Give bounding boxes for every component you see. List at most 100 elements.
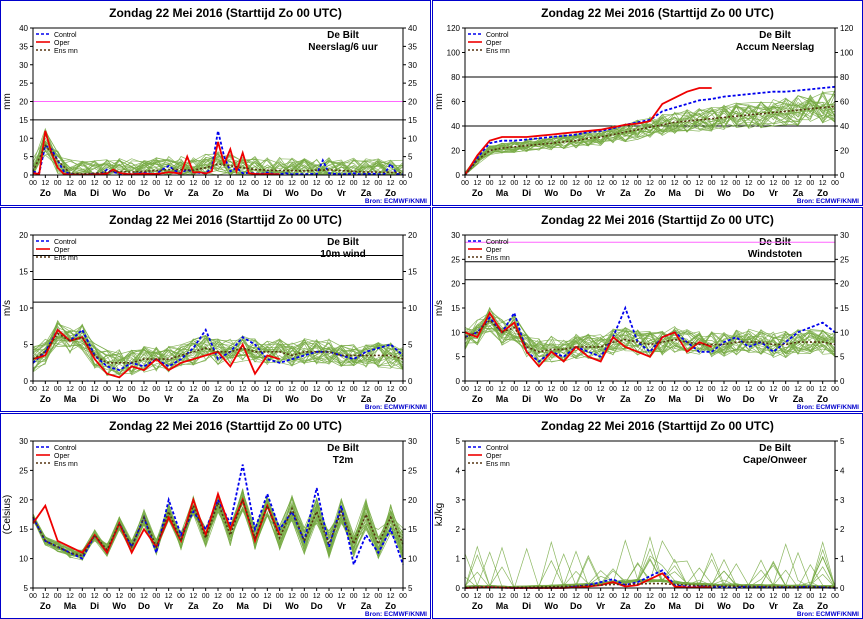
x-tick-label: 00 [276, 593, 284, 600]
y-tick-label: 30 [408, 61, 417, 70]
series-oper [464, 311, 713, 368]
variable-label: Accum Neerslag [736, 42, 814, 53]
ensemble-member-line [464, 320, 836, 365]
x-tick-label: 12 [769, 386, 777, 393]
day-label: Wo [285, 601, 299, 611]
day-label: Di [263, 188, 272, 198]
x-tick-label: 00 [78, 386, 86, 393]
legend-entry: Control [486, 239, 509, 246]
x-tick-label: 12 [115, 180, 123, 187]
x-tick-label: 12 [66, 386, 74, 393]
legend-entry: Oper [54, 247, 70, 254]
x-tick-label: 00 [535, 386, 543, 393]
day-label: Za [188, 188, 199, 198]
day-label: Ma [236, 601, 249, 611]
day-label: Di [90, 394, 99, 404]
day-label: Wo [112, 601, 126, 611]
day-label: Vr [596, 188, 606, 198]
y-tick-label: 15 [408, 525, 417, 534]
ensemble-member-line [464, 96, 836, 176]
x-tick-label: 00 [708, 386, 716, 393]
x-tick-label: 12 [695, 593, 703, 600]
x-tick-label: 12 [745, 180, 753, 187]
day-label: Vr [337, 188, 347, 198]
x-tick-label: 00 [757, 386, 765, 393]
day-label: Do [311, 601, 323, 611]
chart-panel-5: Zondag 22 Mei 2016 (Starttijd Zo 00 UTC)… [0, 413, 431, 619]
day-label: Zo [40, 188, 51, 198]
x-tick-label: 12 [66, 180, 74, 187]
x-tick-label: 12 [337, 386, 345, 393]
day-label: Za [793, 601, 804, 611]
x-tick-label: 12 [362, 386, 370, 393]
y-tick-label: 0 [840, 584, 845, 593]
x-tick-label: 00 [732, 593, 740, 600]
y-tick-label: 20 [408, 496, 417, 505]
day-label: Ma [496, 394, 509, 404]
day-label: Do [743, 188, 755, 198]
x-tick-label: 12 [239, 180, 247, 187]
x-tick-label: 00 [782, 386, 790, 393]
x-tick-label: 12 [387, 386, 395, 393]
x-tick-label: 00 [806, 593, 814, 600]
day-label: Di [522, 188, 531, 198]
y-tick-label: 40 [451, 122, 460, 131]
x-tick-label: 00 [251, 593, 259, 600]
x-tick-label: 12 [473, 593, 481, 600]
x-tick-label: 12 [263, 593, 271, 600]
y-tick-label: 20 [408, 231, 417, 240]
x-tick-label: 00 [732, 180, 740, 187]
y-tick-label: 15 [451, 304, 460, 313]
chart-panel-1: Zondag 22 Mei 2016 (Starttijd Zo 00 UTC)… [0, 0, 431, 206]
variable-label: T2m [333, 455, 354, 466]
x-tick-label: 12 [769, 593, 777, 600]
y-tick-label: 30 [451, 231, 460, 240]
y-tick-label: 1 [456, 555, 461, 564]
x-tick-label: 12 [523, 386, 531, 393]
x-tick-label: 12 [695, 386, 703, 393]
location-label: De Bilt [327, 30, 359, 41]
y-tick-label: 10 [840, 328, 849, 337]
x-tick-label: 12 [165, 386, 173, 393]
y-tick-label: 20 [840, 280, 849, 289]
x-tick-label: 12 [745, 386, 753, 393]
series-control [32, 464, 404, 568]
x-tick-label: 00 [226, 386, 234, 393]
x-tick-label: 12 [189, 386, 197, 393]
y-tick-label: 40 [408, 24, 417, 33]
x-tick-label: 00 [757, 593, 765, 600]
x-tick-label: 00 [29, 180, 37, 187]
day-label: Zo [472, 394, 483, 404]
x-tick-label: 00 [609, 593, 617, 600]
x-tick-label: 00 [128, 386, 136, 393]
x-tick-label: 00 [251, 386, 259, 393]
day-label: Ma [64, 601, 77, 611]
x-tick-label: 00 [584, 593, 592, 600]
day-label: Do [570, 394, 582, 404]
day-label: Di [695, 601, 704, 611]
x-tick-label: 00 [658, 593, 666, 600]
source-label: Bron: ECMWF/KNMI [797, 611, 859, 618]
x-tick-label: 12 [547, 180, 555, 187]
day-label: Za [361, 188, 372, 198]
x-tick-label: 12 [473, 180, 481, 187]
day-label: Zo [385, 601, 396, 611]
x-tick-label: 00 [609, 180, 617, 187]
location-label: De Bilt [759, 443, 791, 454]
legend-entry: Ens mn [486, 255, 510, 262]
x-tick-label: 00 [510, 593, 518, 600]
x-tick-label: 00 [226, 180, 234, 187]
x-tick-label: 00 [806, 386, 814, 393]
day-label: Di [90, 188, 99, 198]
x-tick-label: 12 [189, 593, 197, 600]
y-tick-label: 5 [840, 437, 845, 446]
day-label: Wo [717, 394, 731, 404]
x-tick-label: 12 [621, 386, 629, 393]
y-tick-label: 20 [451, 280, 460, 289]
y-tick-label: 5 [408, 584, 413, 593]
y-tick-label: 15 [19, 525, 28, 534]
day-label: Ma [64, 394, 77, 404]
day-label: Do [138, 188, 150, 198]
x-tick-label: 00 [152, 180, 160, 187]
x-tick-label: 00 [782, 593, 790, 600]
